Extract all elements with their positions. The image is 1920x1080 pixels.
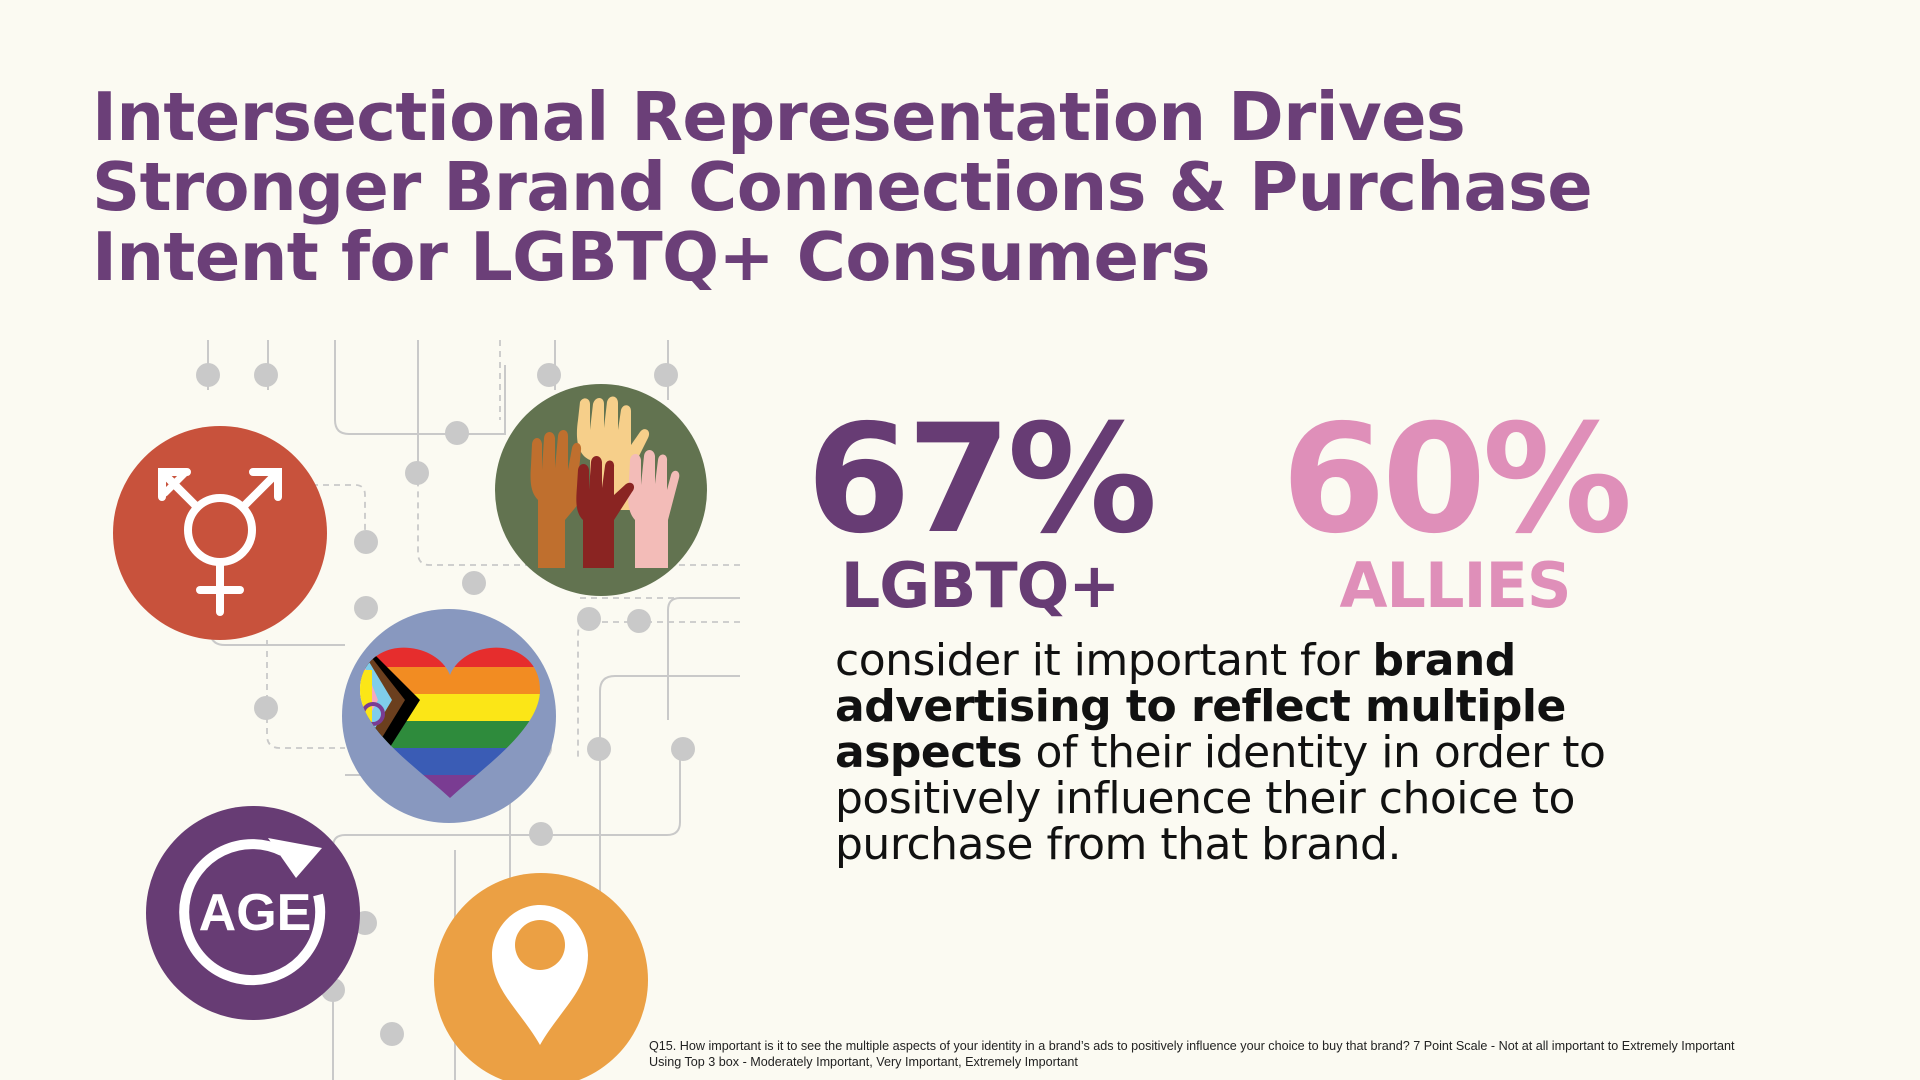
identity-icons-graphic: AGE [113,340,740,1080]
body-text-part2: of their identity in order to positively… [835,727,1606,870]
stat-lgbtq-label: LGBTQ+ [840,549,1121,622]
title-line-2: Stronger Brand Connections & Purchase [92,148,1593,226]
age-icon-text: AGE [199,884,312,942]
title-line-1: Intersectional Representation Drives [92,78,1466,156]
footnote-line-2: Using Top 3 box - Moderately Important, … [649,1055,1078,1069]
age-icon: AGE [146,806,360,1020]
stat-allies: 60% ALLIES [1275,405,1635,621]
body-text: consider it important for brand advertis… [835,638,1735,868]
raised-hands-icon [495,384,707,596]
body-text-part1: consider it important for [835,635,1373,686]
location-pin-icon [434,873,648,1080]
footnote: Q15. How important is it to see the mult… [649,1038,1914,1070]
stat-lgbtq: 67% LGBTQ+ [800,405,1160,621]
stat-allies-label: ALLIES [1339,549,1571,622]
transgender-symbol-icon [113,426,327,640]
body-text-bold: brand advertising to reflect multiple as… [835,635,1566,778]
stat-lgbtq-value: 67% [806,393,1157,567]
title-line-3: Intent for LGBTQ+ Consumers [92,218,1211,296]
page-title: Intersectional Representation Drives Str… [92,82,1812,292]
progress-pride-heart-icon [342,609,556,823]
footnote-line-1: Q15. How important is it to see the mult… [649,1039,1735,1053]
stat-allies-value: 60% [1281,393,1632,567]
